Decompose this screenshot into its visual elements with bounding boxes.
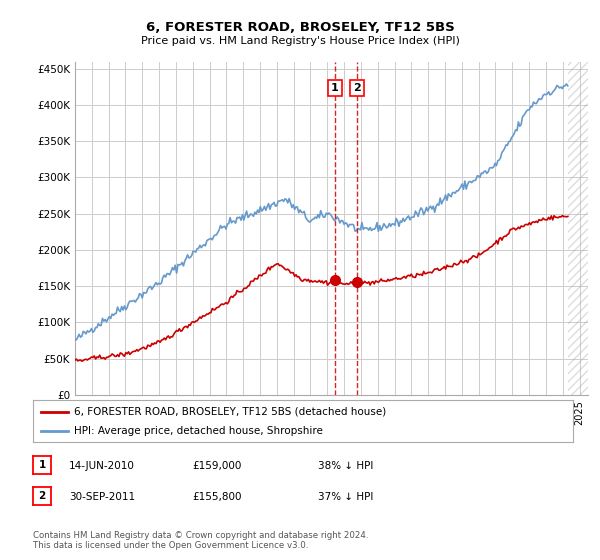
Text: Price paid vs. HM Land Registry's House Price Index (HPI): Price paid vs. HM Land Registry's House …: [140, 36, 460, 46]
Text: 38% ↓ HPI: 38% ↓ HPI: [318, 461, 373, 471]
Text: 2: 2: [353, 83, 361, 94]
Text: HPI: Average price, detached house, Shropshire: HPI: Average price, detached house, Shro…: [74, 426, 322, 436]
Text: 1: 1: [38, 460, 46, 470]
Text: Contains HM Land Registry data © Crown copyright and database right 2024.
This d: Contains HM Land Registry data © Crown c…: [33, 531, 368, 550]
Text: 37% ↓ HPI: 37% ↓ HPI: [318, 492, 373, 502]
Bar: [568, 62, 588, 395]
Text: 6, FORESTER ROAD, BROSELEY, TF12 5BS (detached house): 6, FORESTER ROAD, BROSELEY, TF12 5BS (de…: [74, 407, 386, 417]
Text: 14-JUN-2010: 14-JUN-2010: [69, 461, 135, 471]
Bar: [568, 62, 588, 395]
Text: £155,800: £155,800: [192, 492, 241, 502]
Text: 2: 2: [38, 491, 46, 501]
Text: 6, FORESTER ROAD, BROSELEY, TF12 5BS: 6, FORESTER ROAD, BROSELEY, TF12 5BS: [146, 21, 454, 34]
Text: £159,000: £159,000: [192, 461, 241, 471]
Text: 1: 1: [331, 83, 339, 94]
Text: 30-SEP-2011: 30-SEP-2011: [69, 492, 135, 502]
